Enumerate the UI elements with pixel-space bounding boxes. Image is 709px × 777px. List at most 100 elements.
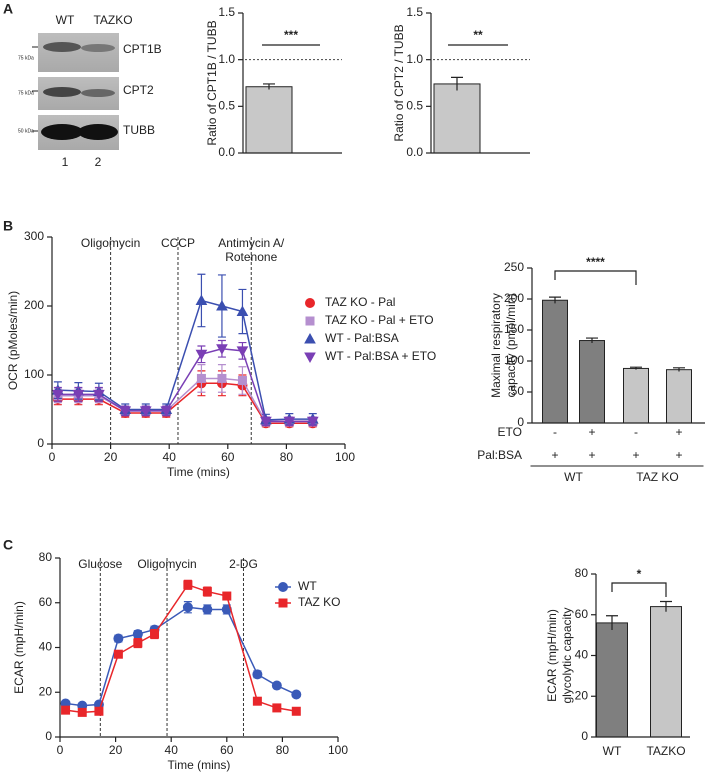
x-tick-label: 0 [57, 743, 64, 757]
band [81, 89, 115, 97]
bar [650, 606, 682, 738]
marker [202, 604, 213, 615]
bar [433, 83, 481, 154]
lane-label: WT [56, 13, 75, 27]
band-label: TUBB [123, 123, 155, 137]
marker [119, 406, 132, 417]
error-bar [586, 337, 598, 344]
x-tick-label: 0 [49, 450, 56, 464]
row-value: + [675, 448, 682, 462]
y-tick-label: 0.5 [406, 99, 423, 113]
bar [666, 369, 692, 424]
x-axis-label: Time (mins) [167, 465, 230, 479]
y-tick-label: 0 [37, 436, 44, 450]
significance-bracket [611, 582, 667, 597]
significance: * [637, 567, 642, 581]
y-axis-label: capacity (pmol/min) [504, 293, 518, 397]
row-value: - [553, 425, 557, 439]
y-tick-label: 60 [39, 595, 53, 609]
legend-marker [305, 298, 315, 308]
x-tick-label: TAZKO [646, 744, 685, 758]
y-tick-label: 40 [39, 640, 53, 654]
y-tick-label: 250 [504, 260, 524, 274]
marker [150, 629, 160, 639]
marker [291, 706, 301, 716]
legend-marker [305, 316, 315, 326]
marker [132, 629, 143, 640]
error-bar [630, 366, 642, 370]
marker [202, 587, 212, 597]
significance: **** [586, 255, 605, 269]
size-marker: 50 kDa [18, 128, 34, 134]
marker [195, 349, 208, 361]
y-tick-label: 1.5 [218, 5, 235, 19]
significance: ** [473, 28, 483, 42]
event-label: Oligomycin [81, 236, 140, 250]
marker [113, 633, 124, 644]
blot-strip [38, 33, 119, 72]
legend-label: TAZ KO [298, 595, 340, 609]
marker [252, 696, 262, 706]
y-tick-label: 0.5 [218, 99, 235, 113]
row-value: + [588, 448, 595, 462]
row-value: - [634, 425, 638, 439]
x-tick-label: 40 [163, 450, 177, 464]
marker [217, 373, 227, 383]
marker [222, 591, 232, 601]
marker [196, 373, 206, 383]
y-axis-label: Ratio of CPT2 / TUBB [392, 24, 406, 141]
size-marker: 75 kDa [18, 55, 34, 61]
y-tick-label: 20 [39, 684, 53, 698]
marker [160, 406, 173, 417]
y-tick-label: 0.0 [406, 145, 423, 159]
band [41, 124, 83, 140]
lane-label: TAZKO [93, 13, 132, 27]
significance: *** [284, 28, 298, 42]
panel-label: C [3, 537, 13, 553]
legend-label: TAZ KO - Pal + ETO [325, 313, 434, 327]
marker [216, 299, 228, 311]
marker [216, 344, 228, 355]
row-value: + [632, 448, 639, 462]
y-axis-label: ECAR (mpH/min) [545, 609, 559, 702]
error-bar [673, 367, 685, 372]
y-tick-label: 1.0 [406, 52, 423, 66]
y-tick-label: 1.0 [218, 52, 235, 66]
y-tick-label: 0 [517, 415, 524, 429]
row-value: + [675, 425, 682, 439]
band [43, 87, 81, 97]
marker [291, 689, 302, 700]
y-tick-label: 200 [504, 291, 524, 305]
marker [183, 580, 193, 590]
panel-label: A [3, 1, 13, 17]
y-tick-label: 0.0 [218, 145, 235, 159]
marker [236, 346, 249, 357]
marker [113, 649, 123, 659]
marker [133, 638, 143, 648]
row-value: + [551, 448, 558, 462]
row-label: Pal:BSA [477, 448, 522, 462]
y-tick-label: 100 [24, 367, 44, 381]
x-axis-label: Time (mins) [168, 758, 231, 772]
legend-label: WT - Pal:BSA + ETO [325, 349, 436, 363]
legend-marker [304, 332, 316, 344]
marker [237, 376, 247, 386]
y-axis-label: ECAR (mpH/min) [12, 601, 26, 694]
significance-bracket [554, 270, 637, 285]
y-tick-label: 60 [575, 607, 589, 621]
legend-label: WT [298, 579, 317, 593]
legend-label: WT - Pal:BSA [325, 331, 399, 345]
size-marker: 75 kDa [18, 90, 34, 96]
event-label: Glucose [78, 557, 122, 571]
y-tick-label: 80 [575, 566, 589, 580]
western-blot: WT TAZKO CPT1B CPT2 TUBB 75 kDa 75 kDa 5… [18, 13, 162, 169]
y-tick-label: 150 [504, 322, 524, 336]
error-bar [549, 296, 561, 304]
band [43, 42, 81, 52]
marker [77, 707, 87, 717]
y-axis-label: OCR (pMoles/min) [6, 291, 20, 390]
error-bar [451, 76, 463, 91]
row-value: + [588, 425, 595, 439]
marker [182, 602, 193, 613]
